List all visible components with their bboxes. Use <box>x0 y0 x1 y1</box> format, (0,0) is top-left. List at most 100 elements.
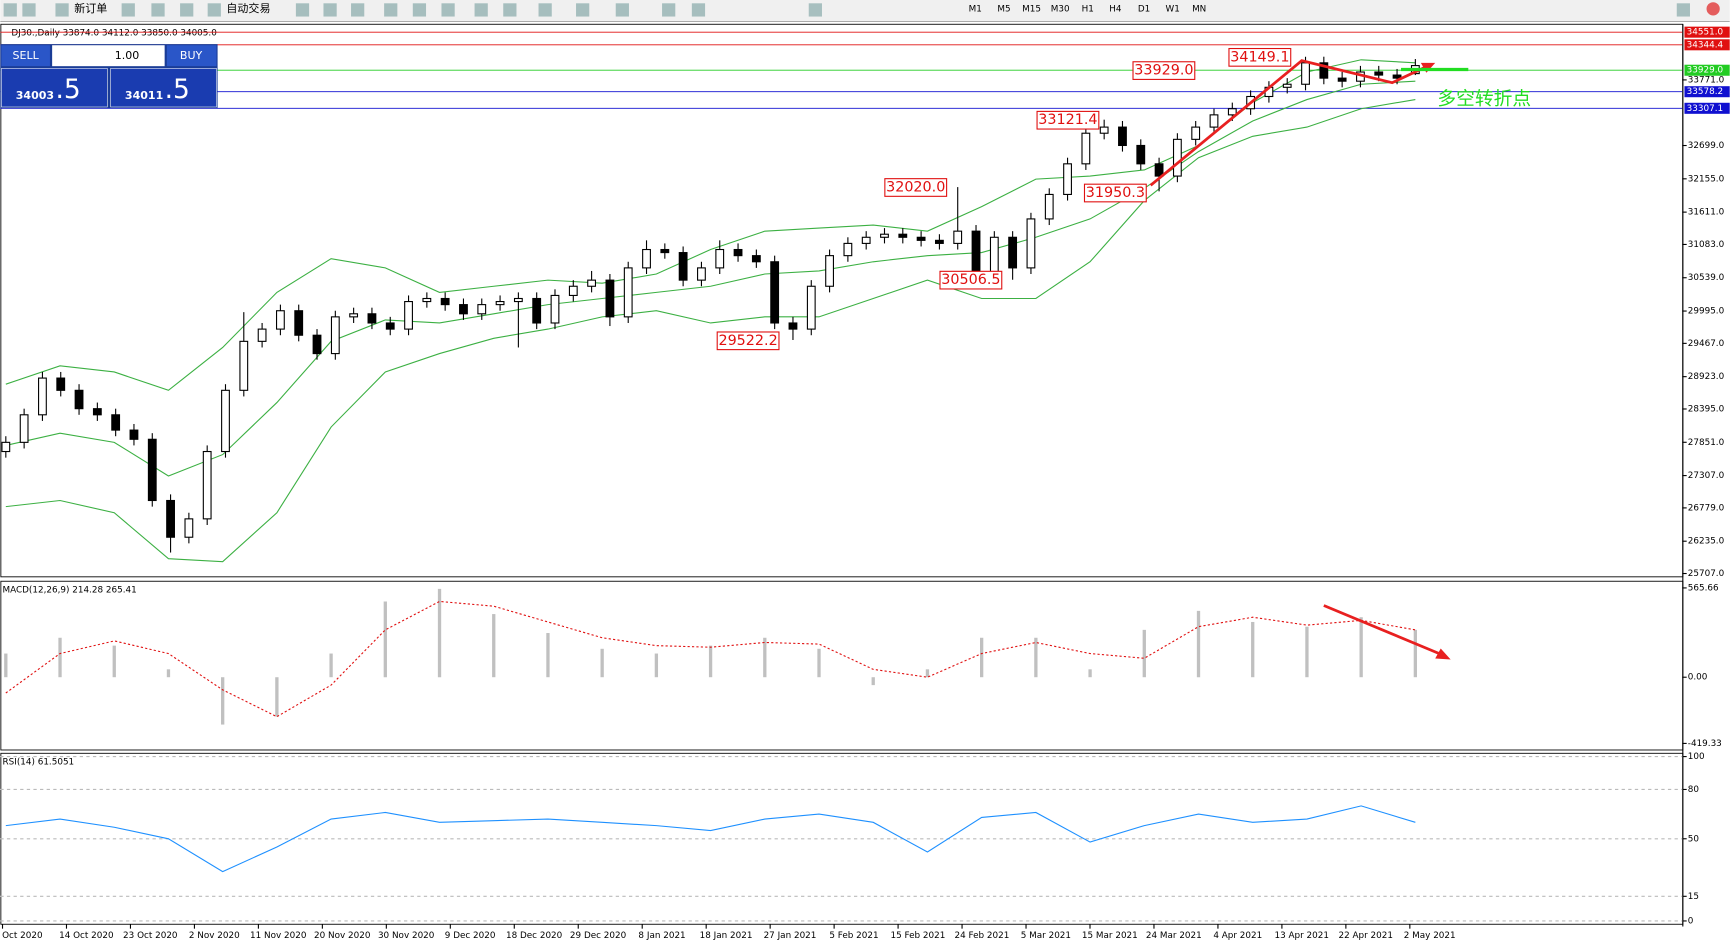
candle-body <box>1392 74 1402 79</box>
candle-body <box>916 236 926 241</box>
y-tick-label: 28395.0 <box>1688 404 1725 414</box>
y-tick-label: 29467.0 <box>1688 339 1725 349</box>
rsi-line <box>5 805 1416 873</box>
level-label: 34551.0 <box>1687 28 1724 38</box>
x-tick-label: 24 Feb 2021 <box>954 931 1009 941</box>
volume-input[interactable] <box>52 45 165 67</box>
annotation-box <box>884 178 948 197</box>
candle-body <box>1136 144 1146 165</box>
sell-price-frac: .5 <box>55 74 80 105</box>
plot-area: 33771.0 32699.0 32155.0 31611.0 31083.0 30539… <box>0 23 1730 941</box>
x-tick-label: 5 Mar 2021 <box>1021 931 1071 941</box>
candle-body <box>330 316 340 355</box>
y-tick-label: 25707.0 <box>1688 569 1725 579</box>
auto-trading-button[interactable]: 自动交易 <box>226 1 270 15</box>
candle-body <box>825 255 834 287</box>
turning-point-note: 多空转折点 <box>1437 89 1531 110</box>
level-tag <box>1684 39 1730 51</box>
candle-body <box>1063 163 1072 195</box>
y-tick-label: 29995.0 <box>1688 307 1725 317</box>
indicator-title: RSI(14) 61.5051 <box>3 758 75 768</box>
candle-body <box>275 310 285 330</box>
y-tick-label: 100 <box>1688 752 1705 762</box>
candle-body <box>74 389 84 410</box>
timeframe-button[interactable]: H4 <box>1109 4 1122 14</box>
y-tick-label: 26235.0 <box>1688 537 1725 547</box>
annotation-box <box>939 270 1003 290</box>
candle-body <box>953 230 963 244</box>
candle-body <box>934 239 944 244</box>
candle-body <box>550 294 560 324</box>
x-tick-label: 22 Apr 2021 <box>1338 931 1392 941</box>
annotation-label: 31950.3 <box>1086 185 1145 201</box>
sell-price-box[interactable] <box>1 68 108 108</box>
candle-body <box>459 304 468 315</box>
candle-body <box>111 414 121 431</box>
y-tick-label: 50 <box>1688 834 1700 844</box>
timeframe-button[interactable]: MN <box>1192 4 1206 14</box>
candle-body <box>495 301 505 306</box>
timeframe-button[interactable]: M5 <box>997 4 1010 14</box>
timeframe-button[interactable]: M15 <box>1022 4 1041 14</box>
candle-body <box>422 297 432 303</box>
x-tick-label: 5 Feb 2021 <box>829 931 878 941</box>
candle-body <box>1227 108 1237 116</box>
level-tag <box>1684 26 1730 38</box>
y-tick-label: 32155.0 <box>1688 174 1725 184</box>
candle-body <box>898 233 908 238</box>
y-tick-label: 27851.0 <box>1688 438 1725 448</box>
new-order-button[interactable]: 新订单 <box>74 1 107 15</box>
candle-body <box>1026 218 1036 269</box>
level-label: 33578.2 <box>1687 87 1723 97</box>
y-tick-label: 565.66 <box>1688 583 1719 593</box>
macd-signal <box>5 600 1416 718</box>
timeframe-button[interactable]: M30 <box>1051 4 1070 14</box>
x-tick-label: 8 Jan 2021 <box>638 931 685 941</box>
sell-button[interactable] <box>1 45 50 67</box>
y-tick-label: 27307.0 <box>1688 471 1725 481</box>
candle-body <box>861 236 871 244</box>
level-tag <box>1684 64 1730 76</box>
candle-body <box>1337 77 1347 82</box>
candle-body <box>1008 236 1018 269</box>
candle-body <box>989 236 999 275</box>
timeframe-button[interactable]: M1 <box>969 4 982 14</box>
candle-body <box>843 242 853 257</box>
timeframe-button[interactable]: W1 <box>1166 4 1180 14</box>
candle-body <box>678 252 688 281</box>
x-tick-label: 4 Apr 2021 <box>1213 931 1262 941</box>
x-tick-label: 15 Feb 2021 <box>891 931 946 941</box>
timeframe-button[interactable]: H1 <box>1082 4 1094 14</box>
chart-header: DJ30.,Daily 33874.0 34112.0 33850.0 3400… <box>11 29 217 39</box>
annotations: 34149.1 33929.0 33121.4 32020.0 31950.3 30506… <box>716 47 1292 351</box>
annotation-box <box>1036 110 1100 130</box>
x-tick-label: 18 Dec 2020 <box>506 931 563 941</box>
timeframe-button[interactable]: D1 <box>1138 4 1150 14</box>
y-tick-label: 32699.0 <box>1688 141 1725 151</box>
y-tick-label: 0 <box>1688 916 1694 926</box>
annotation-label: 29522.2 <box>718 333 777 349</box>
buy-price-box[interactable] <box>110 68 217 108</box>
y-tick-label: 26779.0 <box>1688 503 1725 513</box>
candle-body <box>202 450 212 520</box>
candle-body <box>1172 138 1182 177</box>
candle-body <box>532 297 542 324</box>
annotation-label: 33929.0 <box>1134 63 1193 79</box>
x-tick-label: 2 May 2021 <box>1404 931 1456 941</box>
candle-body <box>1099 126 1109 134</box>
candle-body <box>1 441 11 453</box>
buy-button[interactable] <box>166 45 217 67</box>
candle-body <box>770 261 780 324</box>
y-tick-label: 31611.0 <box>1688 208 1725 218</box>
candle-body <box>697 267 706 281</box>
candle-body <box>605 279 615 318</box>
bollinger-band <box>5 59 1416 391</box>
annotation-label: 32020.0 <box>886 179 945 195</box>
sell-price-main: 34003 <box>16 89 54 102</box>
candle-body <box>38 377 47 416</box>
candle-body <box>367 313 377 324</box>
bollinger-band <box>5 99 1416 563</box>
candle-body <box>733 248 743 257</box>
candle-body <box>806 285 816 330</box>
